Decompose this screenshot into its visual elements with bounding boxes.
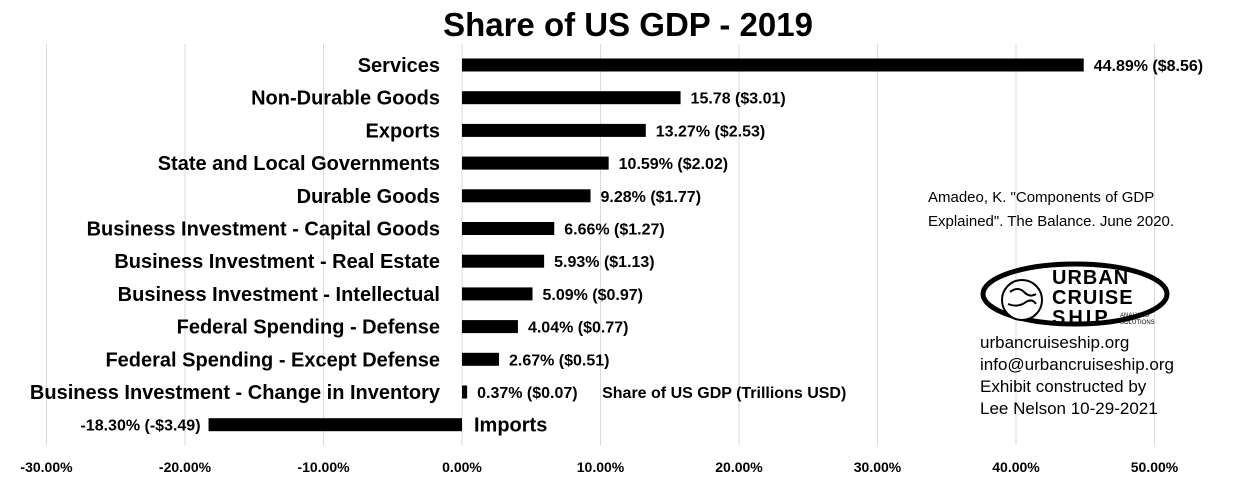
x-tick-label: 20.00% [715, 459, 763, 475]
contact-author-date: Lee Nelson 10-29-2021 [980, 399, 1158, 418]
category-label: Business Investment - Real Estate [114, 251, 440, 273]
series-name-label: Share of US GDP (Trillions USD) [602, 385, 846, 402]
contact-info: urbancruiseship.org info@urbancruiseship… [980, 332, 1174, 420]
data-label: 5.09% ($0.97) [542, 287, 643, 304]
data-label: 44.89% ($8.56) [1094, 58, 1203, 75]
bar [462, 58, 1084, 72]
bar [208, 418, 462, 432]
bar [462, 320, 518, 334]
contact-website: urbancruiseship.org [980, 333, 1130, 352]
x-tick-label: -10.00% [297, 459, 350, 475]
category-label: Non-Durable Goods [251, 88, 440, 110]
x-tick-label: 50.00% [1131, 459, 1179, 475]
gridlines [46, 44, 1155, 445]
source-line-2: Explained". The Balance. June 2020. [928, 213, 1175, 230]
category-label: Federal Spending - Defense [177, 317, 440, 339]
category-label: Services [358, 55, 440, 77]
bar [462, 254, 545, 268]
bar [462, 287, 533, 301]
bar [462, 156, 609, 170]
contact-credit: Exhibit constructed by [980, 377, 1147, 396]
logo-text-ship: SHIP [1052, 307, 1111, 329]
bar [462, 91, 681, 105]
data-label: 10.59% ($2.02) [619, 156, 728, 173]
data-label: 5.93% ($1.13) [554, 254, 655, 271]
x-tick-label: 0.00% [442, 459, 482, 475]
category-label: Imports [474, 415, 547, 437]
data-label: 9.28% ($1.77) [601, 189, 702, 206]
contact-email: info@urbancruiseship.org [980, 355, 1174, 374]
data-label: 15.78 ($3.01) [691, 91, 786, 108]
x-tick-label: 40.00% [992, 459, 1040, 475]
bar [462, 189, 591, 203]
bar [462, 352, 499, 366]
category-label: Federal Spending - Except Defense [105, 349, 440, 371]
data-label: 6.66% ($1.27) [564, 222, 665, 239]
globe-icon [1001, 279, 1043, 321]
data-label: -18.30% (-$3.49) [80, 418, 200, 435]
bar [462, 222, 555, 235]
bar [462, 385, 468, 399]
logo-text-cruise: CRUISE [1052, 287, 1134, 309]
logo-tagline-1: ANALYSIS [1120, 313, 1149, 319]
bar [462, 123, 646, 137]
urban-cruise-ship-logo: URBAN CRUISE SHIP ANALYSIS SOLUTIONS [980, 261, 1170, 329]
x-tick-label: -30.00% [20, 459, 73, 475]
data-label: 0.37% ($0.07) [477, 385, 578, 402]
category-label: Exports [366, 120, 440, 142]
x-tick-label: 30.00% [854, 459, 902, 475]
bars [208, 58, 1084, 432]
source-line-1: Amadeo, K. "Components of GDP [928, 189, 1155, 206]
category-label: Business Investment - Intellectual [118, 284, 440, 306]
x-axis-ticks: -30.00% -20.00% -10.00% 0.00% 10.00% 20.00% 30… [20, 459, 1178, 475]
logo-text-urban: URBAN [1052, 267, 1129, 289]
x-tick-label: 10.00% [577, 459, 625, 475]
source-citation: Amadeo, K. "Components of GDP Explained"… [928, 186, 1228, 234]
data-label: 2.67% ($0.51) [509, 352, 610, 369]
x-tick-label: -20.00% [159, 459, 212, 475]
category-label: Business Investment - Change in Inventor… [30, 382, 441, 404]
category-label: Durable Goods [297, 186, 440, 208]
category-label: State and Local Governments [158, 153, 440, 175]
value-labels: 44.89% ($8.56) 15.78 ($3.01) 13.27% ($2.53… [80, 58, 1203, 435]
logo-tagline-2: SOLUTIONS [1120, 320, 1155, 326]
category-label: Business Investment - Capital Goods [87, 219, 440, 241]
category-labels: Services Non-Durable Goods Exports State an… [30, 55, 547, 437]
data-label: 4.04% ($0.77) [528, 320, 629, 337]
data-label: 13.27% ($2.53) [656, 123, 765, 140]
chart-title: Share of US GDP - 2019 [443, 6, 813, 43]
